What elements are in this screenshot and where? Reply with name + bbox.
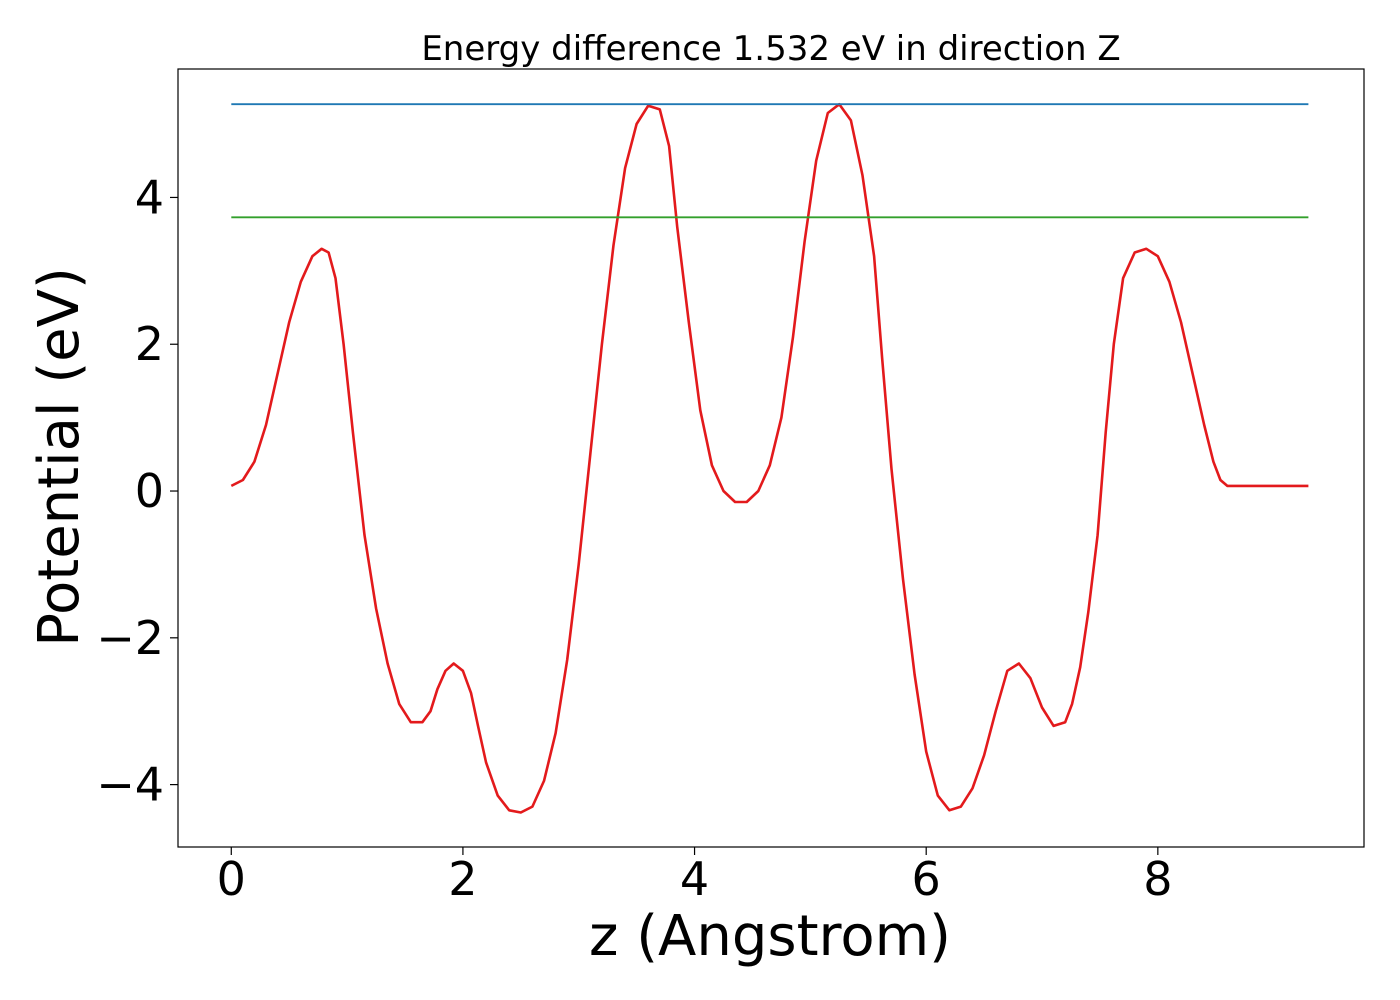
y-axis-title: Potential (eV): [27, 267, 92, 647]
x-axis-title: z (Angstrom): [589, 904, 951, 969]
y-tick-label: −4: [96, 758, 164, 812]
y-axis: −4 −2 0 2 4: [96, 170, 178, 812]
plot-lines: [230, 102, 1309, 814]
x-tick-label: 8: [1143, 852, 1172, 906]
chart-title: Energy difference 1.532 eV in direction …: [421, 29, 1120, 69]
y-tick-label: 4: [135, 170, 164, 224]
plot-frame: [177, 68, 1365, 848]
potential-line: [230, 102, 1309, 814]
x-tick-label: 6: [912, 852, 941, 906]
y-tick-label: −2: [96, 611, 164, 665]
y-tick-label: 0: [135, 464, 164, 518]
x-tick-label: 4: [680, 852, 709, 906]
x-tick-label: 0: [217, 852, 246, 906]
x-axis: 0 2 4 6 8: [217, 847, 1172, 906]
x-tick-label: 2: [448, 852, 477, 906]
y-tick-label: 2: [135, 317, 164, 371]
